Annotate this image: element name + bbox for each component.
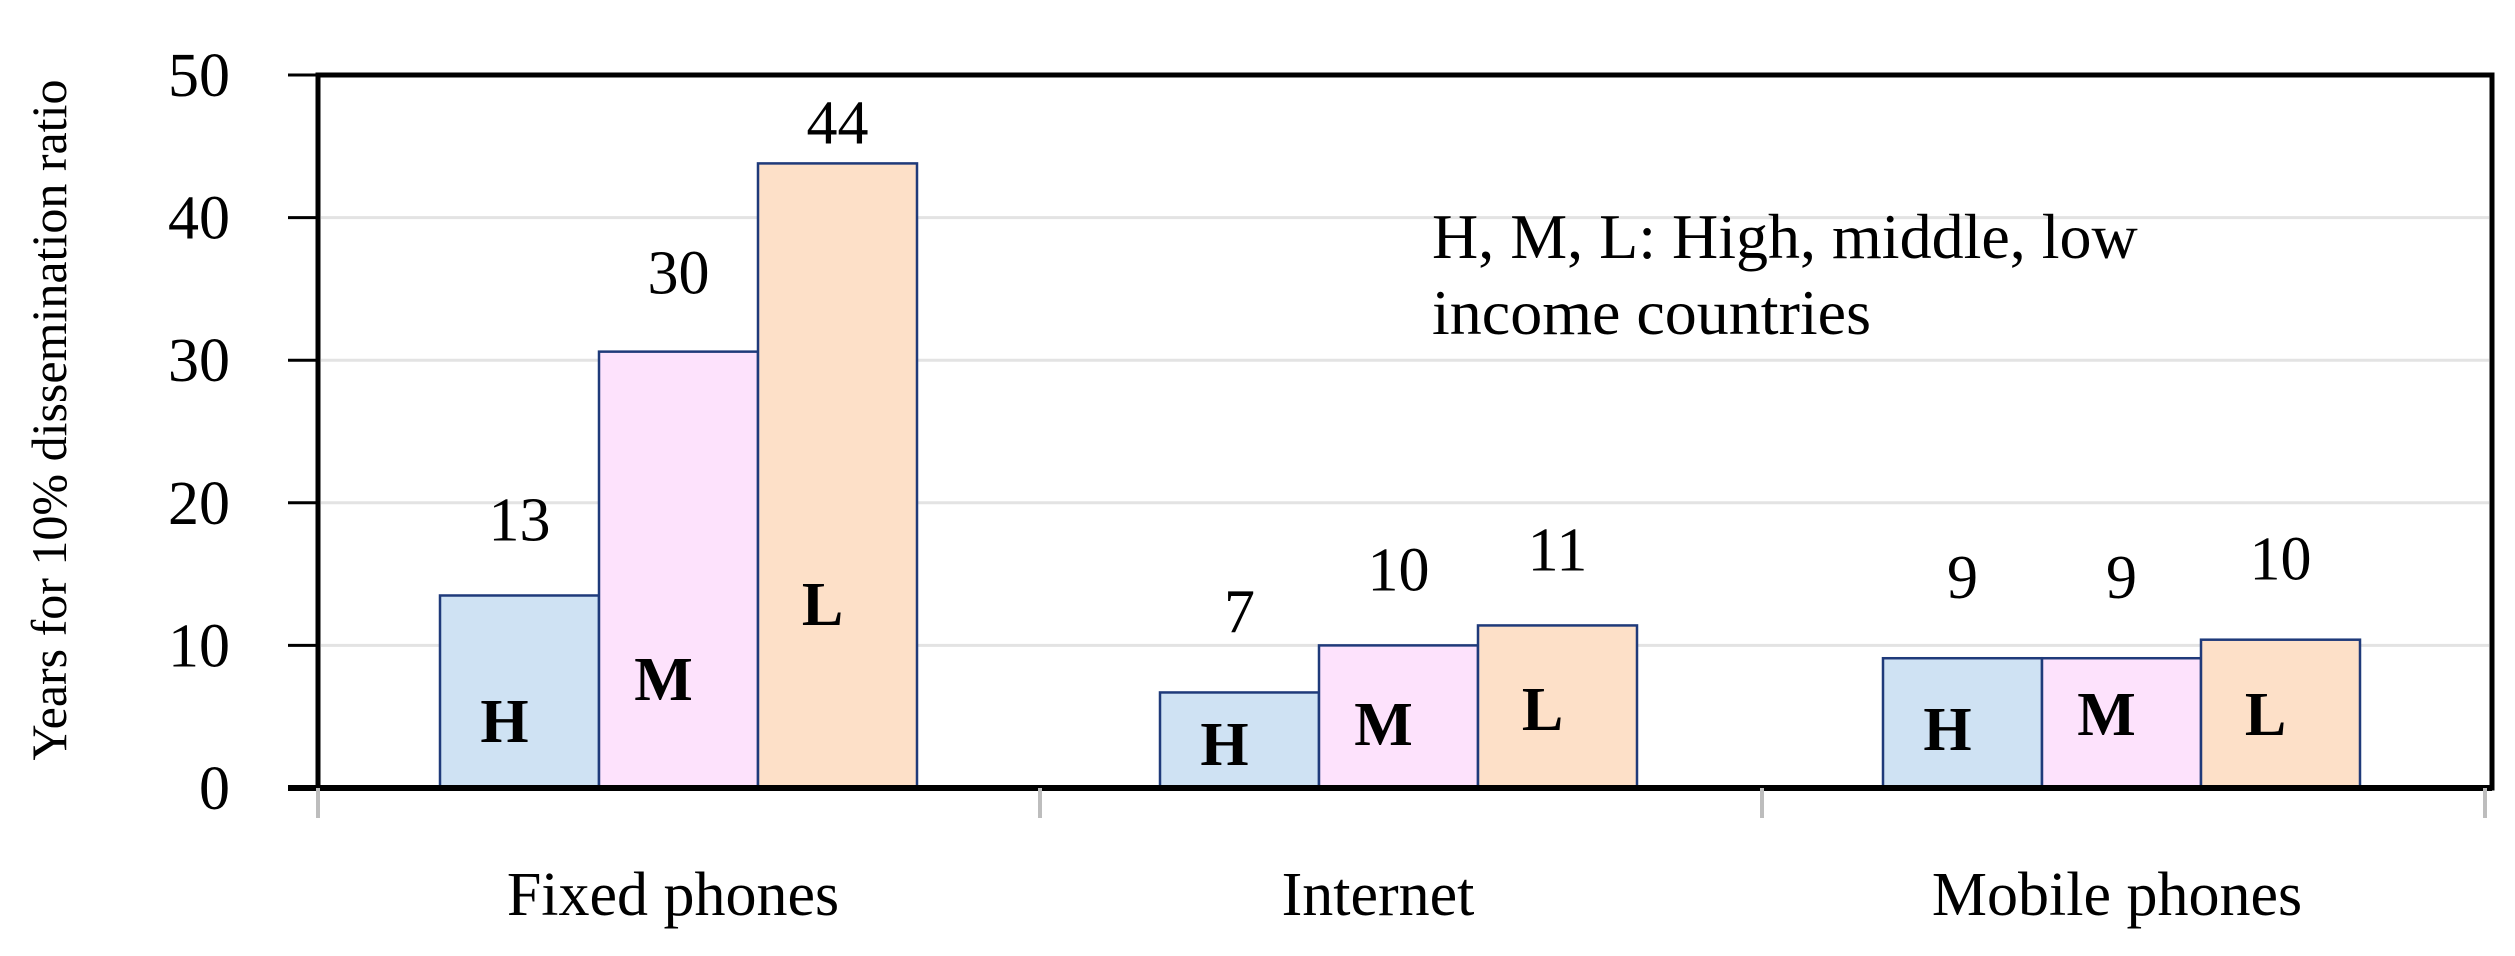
category-label: Fixed phones (507, 861, 839, 929)
bar-letter-h: H (1200, 711, 1248, 779)
y-tick-label: 30 (168, 327, 230, 395)
data-label: 7 (1224, 578, 1255, 646)
bar-letter-l: L (2245, 681, 2286, 749)
bar-letter-h: H (1923, 696, 1971, 764)
y-axis-label: Years for 10% dissemination ratio (21, 80, 77, 761)
data-label: 10 (2250, 526, 2312, 594)
data-label: 30 (648, 240, 710, 308)
bar-letter-l: L (1522, 676, 1563, 744)
bar-h-3 (1881, 656, 2044, 790)
bar-l-1 (756, 162, 919, 790)
bar-letter-m: M (634, 646, 693, 714)
legend-annotation: H, M, L: High, middle, low (1432, 201, 2138, 272)
y-tick-label: 10 (168, 612, 230, 680)
bar-m-3 (2040, 656, 2203, 790)
y-tick-label: 0 (199, 755, 230, 823)
data-label: 9 (2106, 544, 2137, 612)
bar-letter-h: H (480, 688, 528, 756)
bar-m-1 (597, 350, 760, 790)
data-label: 10 (1368, 536, 1430, 604)
y-tick-label: 50 (168, 42, 230, 110)
data-label: 44 (807, 89, 869, 157)
category-label: Mobile phones (1932, 861, 2302, 929)
bar-m-2 (1317, 644, 1480, 790)
y-tick-label: 40 (168, 185, 230, 253)
bar-letter-l: L (802, 571, 843, 639)
data-label: 13 (489, 486, 551, 554)
bar-l-2 (1476, 624, 1639, 790)
bar-h-2 (1158, 691, 1321, 790)
data-label: 9 (1947, 544, 1978, 612)
bar-letter-m: M (1354, 691, 1413, 759)
bar-letter-m: M (2077, 681, 2136, 749)
legend-annotation: income countries (1432, 277, 1871, 348)
data-label: 11 (1528, 516, 1588, 584)
category-label: Internet (1282, 861, 1475, 929)
y-tick-label: 20 (168, 470, 230, 538)
bar-l-3 (2199, 638, 2362, 790)
